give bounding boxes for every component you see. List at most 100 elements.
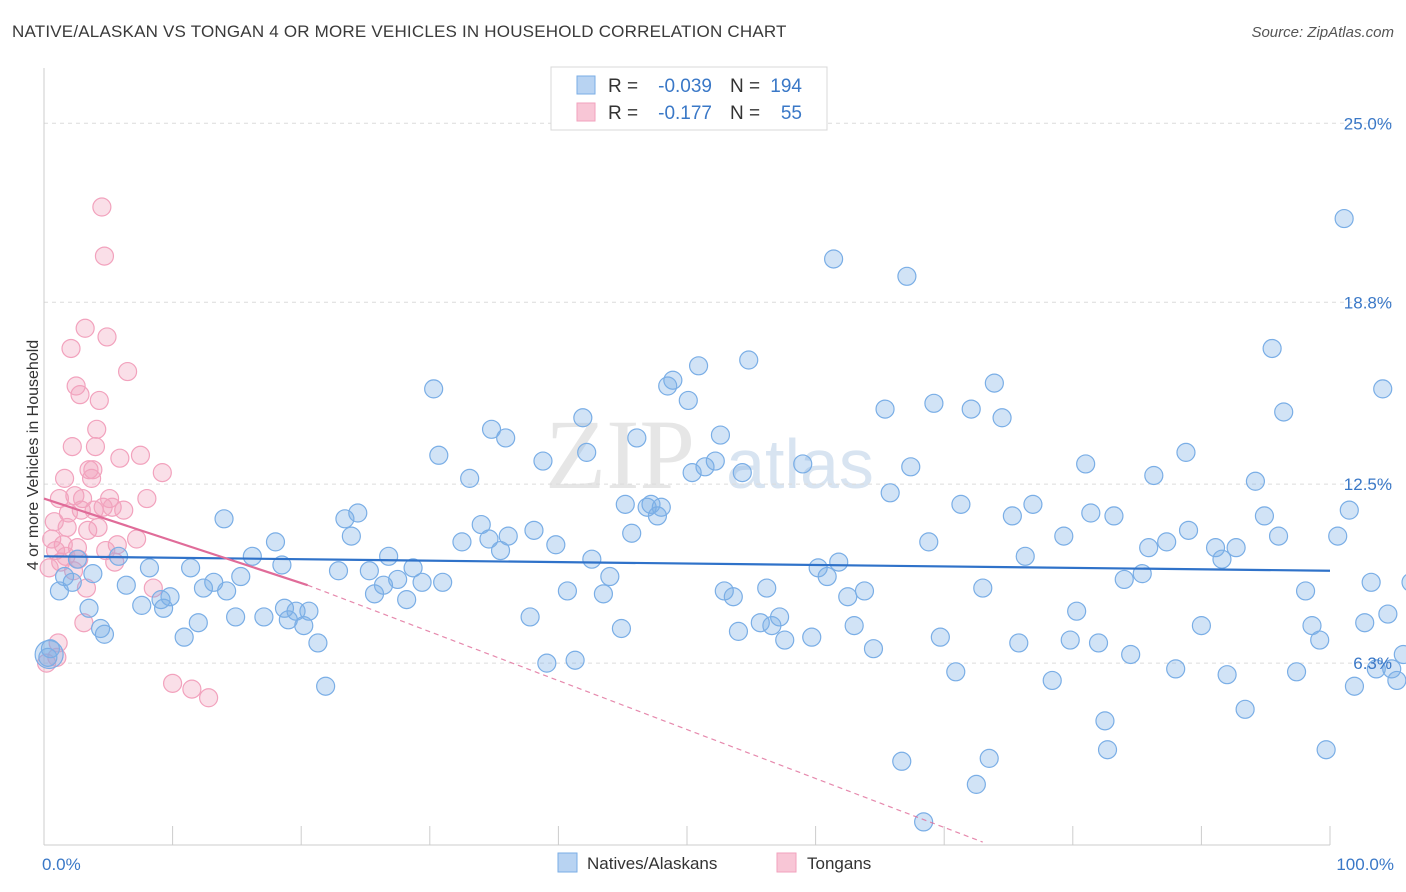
natives-point xyxy=(880,483,900,503)
tick-labels: 6.3% 12.5% 18.8% 25.0% 0.0% 100.0% xyxy=(42,114,1394,874)
chart-title: NATIVE/ALASKAN VS TONGAN 4 OR MORE VEHIC… xyxy=(12,22,787,41)
natives-point xyxy=(966,774,986,794)
natives-point xyxy=(272,555,292,575)
natives-point xyxy=(1286,662,1307,682)
natives-point xyxy=(750,613,770,633)
tongans-point xyxy=(163,673,183,693)
natives-point xyxy=(924,393,944,413)
natives-point xyxy=(460,468,480,488)
natives-point xyxy=(348,503,368,523)
natives-point xyxy=(1157,532,1177,552)
natives-point xyxy=(600,566,620,587)
natives-point xyxy=(573,408,593,428)
tongans-point xyxy=(143,578,163,598)
natives-point xyxy=(829,552,849,572)
legend-n-label-2: N = xyxy=(730,103,760,124)
natives-point xyxy=(231,566,251,587)
legend-r-label-2: R = xyxy=(608,103,638,124)
natives-point xyxy=(1002,506,1022,526)
natives-point xyxy=(1316,740,1336,760)
natives-point xyxy=(294,616,314,636)
natives-point xyxy=(582,549,602,569)
natives-point xyxy=(678,390,698,411)
natives-point xyxy=(824,249,844,269)
natives-point xyxy=(951,494,971,514)
natives-point xyxy=(181,558,201,578)
natives-point xyxy=(651,497,671,517)
y-tick-label: 12.5% xyxy=(1344,475,1392,494)
natives-point xyxy=(265,532,286,552)
natives-point xyxy=(728,621,749,641)
natives-point xyxy=(658,376,678,396)
natives-point xyxy=(1023,494,1043,514)
natives-point xyxy=(627,428,647,448)
natives-point xyxy=(961,399,981,419)
natives-point xyxy=(116,575,136,595)
tongans-point xyxy=(94,246,115,266)
tongans-point xyxy=(85,437,106,457)
natives-point xyxy=(577,442,597,462)
natives-point xyxy=(946,662,966,682)
natives-point xyxy=(1274,402,1294,422)
natives-point xyxy=(388,569,408,590)
natives-point xyxy=(62,572,82,592)
natives-point xyxy=(1401,574,1406,591)
natives-point xyxy=(308,633,328,653)
natives-point xyxy=(919,532,939,552)
natives-point xyxy=(1373,379,1393,399)
tongans-point xyxy=(75,318,95,338)
natives-point xyxy=(1378,604,1398,624)
natives-point xyxy=(1121,644,1141,665)
natives-point xyxy=(739,350,759,370)
natives-point xyxy=(299,601,319,621)
legend-n-value-1: 194 xyxy=(770,76,802,97)
natives-point xyxy=(593,584,614,604)
tongans-point xyxy=(152,463,172,483)
natives-point xyxy=(160,587,180,607)
natives-point xyxy=(1205,538,1226,558)
natives-point xyxy=(226,607,246,627)
natives-point xyxy=(992,408,1012,428)
natives-point xyxy=(67,549,88,569)
natives-point xyxy=(875,399,895,419)
tongans-point xyxy=(137,488,157,509)
natives-point xyxy=(1328,526,1348,546)
trend-lines xyxy=(43,497,1331,843)
natives-point xyxy=(1382,659,1402,679)
legend-r-value-1: -0.039 xyxy=(658,76,712,97)
natives-point xyxy=(1355,613,1375,633)
natives-point xyxy=(1097,740,1118,760)
tongans-point xyxy=(92,197,112,217)
natives-point xyxy=(775,630,795,650)
y-tick-label: 18.8% xyxy=(1344,293,1392,312)
natives-point xyxy=(710,425,731,445)
natives-point xyxy=(1295,581,1316,601)
natives-point xyxy=(188,613,208,633)
natives-point xyxy=(379,546,399,566)
y-tick-label: 25.0% xyxy=(1344,114,1392,133)
natives-point xyxy=(1226,538,1246,558)
bottom-legend-label-tongans: Tongans xyxy=(807,854,871,873)
natives-point xyxy=(1393,644,1406,665)
tongans-point xyxy=(182,679,202,699)
natives-point xyxy=(397,590,417,610)
axes xyxy=(43,68,1331,846)
tongans-point xyxy=(39,558,59,578)
natives-point xyxy=(132,595,152,615)
natives-point xyxy=(844,616,864,636)
natives-point xyxy=(1245,471,1266,491)
natives-point xyxy=(688,356,709,376)
tongans-point xyxy=(89,390,109,411)
natives-point xyxy=(901,457,921,477)
natives-point xyxy=(524,520,544,540)
natives-point xyxy=(83,564,103,584)
natives-point xyxy=(1310,630,1330,650)
natives-point xyxy=(537,653,557,673)
natives-point xyxy=(479,529,499,549)
natives-point xyxy=(1217,665,1237,685)
natives-point xyxy=(153,598,174,618)
legend-swatch-blue xyxy=(576,75,596,95)
tongans-point xyxy=(62,437,82,457)
tongans-point xyxy=(199,688,219,708)
natives-point xyxy=(1076,454,1096,474)
